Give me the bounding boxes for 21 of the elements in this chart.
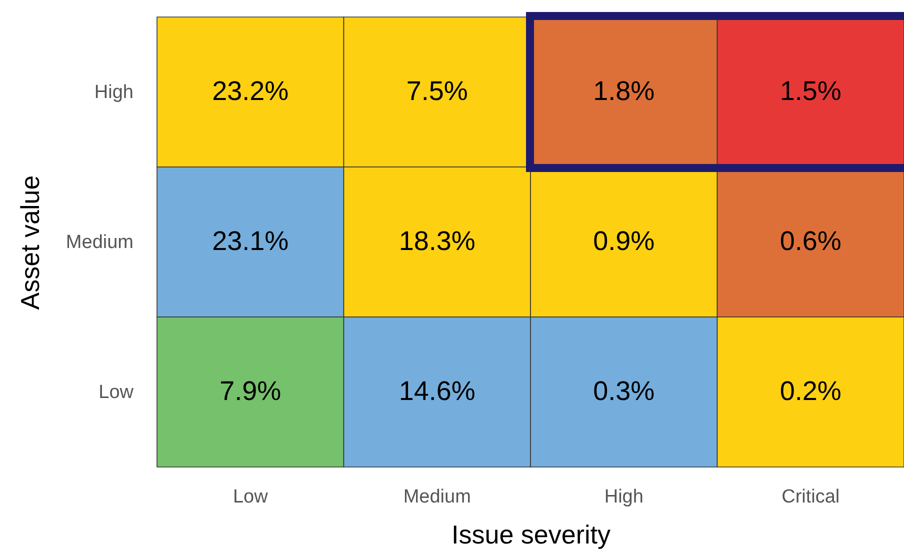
x-tick-label: High bbox=[604, 486, 644, 508]
data-label: 0.6% bbox=[780, 226, 842, 256]
data-label: 0.2% bbox=[780, 376, 842, 406]
x-tick-label: Critical bbox=[782, 486, 840, 508]
x-tick-label: Low bbox=[232, 486, 268, 508]
data-label: 18.3% bbox=[398, 226, 476, 256]
y-tick-label: High bbox=[94, 82, 134, 103]
x-tick-label: Medium bbox=[403, 486, 471, 508]
y-axis-title: Asset value bbox=[14, 175, 45, 310]
y-tick-label: Medium bbox=[66, 232, 134, 253]
data-label: 0.9% bbox=[593, 226, 655, 256]
data-label: 14.6% bbox=[398, 376, 476, 406]
data-label: 23.1% bbox=[212, 226, 289, 256]
data-label: 7.9% bbox=[220, 376, 282, 406]
data-label: 23.2% bbox=[212, 76, 289, 106]
data-label: 1.8% bbox=[593, 76, 655, 106]
data-label: 7.5% bbox=[406, 76, 468, 106]
y-tick-label: Low bbox=[98, 382, 134, 403]
data-label: 1.5% bbox=[780, 76, 842, 106]
x-axis-title: Issue severity bbox=[452, 520, 610, 550]
data-label: 0.3% bbox=[593, 376, 655, 406]
